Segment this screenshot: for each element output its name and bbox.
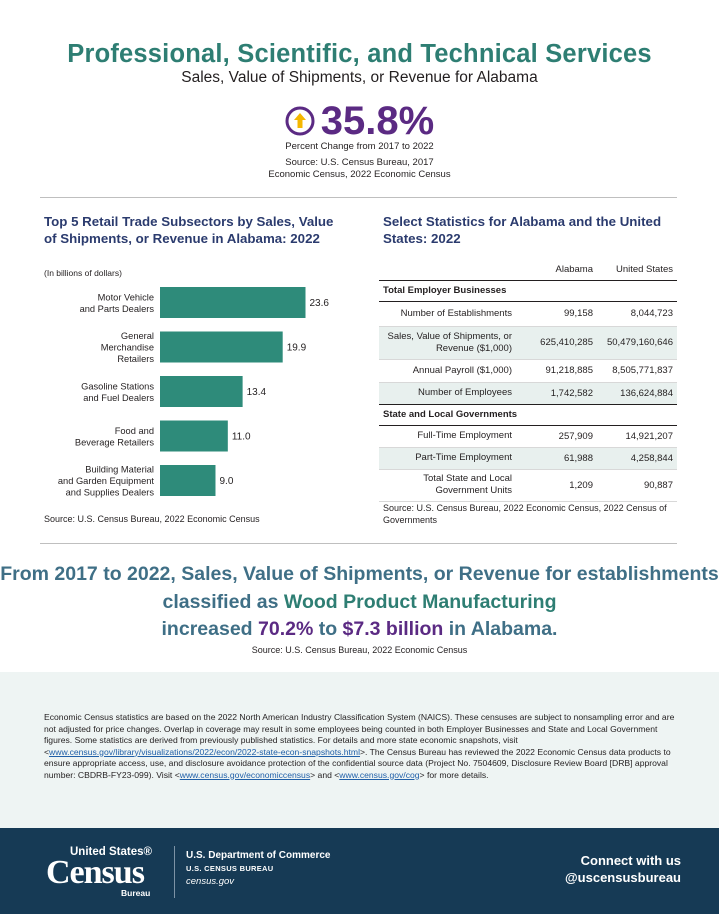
row-us: 14,921,207 (625, 430, 673, 442)
row-alabama: 257,909 (558, 430, 593, 442)
methodology-notes: Economic Census statistics are based on … (44, 712, 676, 781)
bar-value-label: 13.4 (247, 387, 267, 398)
highlight-statement: From 2017 to 2022, Sales, Value of Shipm… (0, 561, 719, 644)
up-arrow-icon (285, 106, 315, 136)
percent-source-line1: Source: U.S. Census Bureau, 2017 (285, 157, 434, 168)
highlight-part4: in Alabama. (443, 618, 558, 640)
table-row: Annual Payroll ($1,000) 91,218,885 8,505… (379, 359, 677, 382)
row-label: Annual Payroll ($1,000) (412, 364, 512, 376)
percent-change-value: 35.8% (320, 99, 435, 143)
stats-source: Source: U.S. Census Bureau, 2022 Economi… (383, 503, 667, 525)
footer: United States® Census Bureau U.S. Depart… (0, 828, 719, 914)
connect-block: Connect with us @uscensusbureau (565, 852, 681, 886)
row-alabama: 1,209 (569, 479, 593, 491)
notes-text: > for more details. (419, 769, 489, 780)
row-label: Number of Establishments (400, 307, 512, 319)
bar-0 (160, 287, 306, 318)
stats-title: Select Statistics for Alabama and the Un… (383, 214, 662, 246)
chart-source: Source: U.S. Census Bureau, 2022 Economi… (44, 514, 260, 524)
row-label: Number of Employees (379, 382, 516, 404)
row-alabama: 61,988 (516, 447, 597, 469)
category-label: Gasoline Stations and Fuel Dealers (81, 381, 154, 403)
col-alabama: Alabama (555, 264, 594, 276)
snapshots-link[interactable]: www.census.gov/library/visualizations/20… (49, 746, 361, 757)
divider (40, 197, 677, 198)
section-employer-businesses: Total Employer Businesses (379, 279, 677, 302)
row-alabama: 91,218,885 (545, 365, 593, 376)
highlight-part1: From 2017 to 2022, Sales, Value of Shipm… (0, 563, 719, 613)
bureau-name: U.S. CENSUS BUREAU (186, 864, 274, 873)
notes-text: >. The Census Bureau has reviewed the 20… (44, 746, 671, 780)
stats-header-row: Alabama United States (379, 260, 677, 280)
row-label: Sales, Value of Shipments, or Revenue ($… (379, 326, 516, 359)
census-logo-bureau: Bureau (121, 888, 151, 898)
percent-source: Source: U.S. Census Bureau, 2017 Economi… (0, 157, 719, 181)
percent-change-row: 35.8% (0, 99, 719, 143)
page-subtitle: Sales, Value of Shipments, or Revenue fo… (181, 69, 538, 86)
notes-band (0, 672, 719, 828)
highlight-part3: to (313, 618, 343, 640)
social-handle[interactable]: @uscensusbureau (565, 870, 681, 885)
row-us: 50,479,160,646 (597, 326, 677, 359)
row-label: Full-Time Employment (417, 430, 512, 441)
connect-label: Connect with us (580, 853, 681, 868)
highlight-part2: increased (161, 618, 258, 640)
census-gov-link[interactable]: census.gov (186, 876, 235, 887)
notes-text: Economic Census statistics are based on … (44, 712, 675, 757)
row-label: Total State and Local Government Units (423, 473, 512, 496)
economic-census-link[interactable]: www.census.gov/economiccensus (179, 769, 311, 780)
bar-value-label: 19.9 (287, 343, 307, 354)
census-logo-top: United States® (70, 846, 152, 858)
footer-divider (174, 846, 175, 898)
highlight-percent: 70.2% (258, 618, 314, 640)
row-us: 90,887 (643, 479, 673, 491)
table-row: Total State and Local Government Units 1… (379, 469, 677, 501)
cog-link[interactable]: www.census.gov/cog (339, 769, 420, 780)
census-logo: Census (46, 854, 145, 891)
row-us: 8,505,771,837 (612, 365, 673, 376)
row-alabama: 625,410,285 (516, 326, 597, 359)
stats-table: Alabama United States Total Employer Bus… (379, 260, 677, 502)
divider (40, 543, 677, 544)
col-united-states: United States (615, 264, 673, 276)
percent-change-label: Percent Change from 2017 to 2022 (285, 141, 434, 152)
table-row: Number of Establishments 99,158 8,044,72… (379, 301, 677, 326)
section-state-local-governments: State and Local Governments (379, 403, 677, 426)
highlight-industry: Wood Product Manufacturing (283, 590, 557, 613)
bar-4 (160, 465, 216, 496)
bar-chart: 23.6 Motor Vehicle and Parts Dealers 19.9 Ge… (58, 287, 330, 498)
notes-text: > and < (310, 769, 340, 780)
row-us: 136,624,884 (597, 382, 677, 404)
table-row: Sales, Value of Shipments, or Revenue ($… (379, 326, 677, 359)
bar-value-label: 11.0 (232, 432, 251, 443)
bar-value-label: 9.0 (219, 476, 233, 487)
chart-title: Top 5 Retail Trade Subsectors by Sales, … (44, 214, 334, 246)
page-title: Professional, Scientific, and Technical … (67, 40, 652, 68)
row-label: Part-Time Employment (379, 447, 516, 469)
highlight-source: Source: U.S. Census Bureau, 2022 Economi… (251, 645, 468, 655)
bar-1 (160, 331, 283, 363)
category-label: General Merchandise Retailers (101, 331, 155, 364)
row-alabama: 99,158 (563, 308, 593, 319)
table-row: Part-Time Employment 61,988 4,258,844 (379, 447, 677, 469)
category-label: Building Material and Garden Equipment and… (58, 465, 155, 498)
bar-3 (160, 420, 228, 452)
row-alabama: 1,742,582 (516, 382, 597, 404)
bar-value-label: 23.6 (310, 298, 330, 309)
chart-unit: (In billions of dollars) (44, 268, 122, 278)
percent-source-line2: Economic Census, 2022 Economic Census (268, 169, 451, 180)
row-us: 8,044,723 (630, 308, 673, 319)
category-label: Motor Vehicle and Parts Dealers (80, 292, 155, 314)
highlight-amount: $7.3 billion (342, 618, 444, 640)
bar-2 (160, 376, 243, 407)
row-us: 4,258,844 (597, 447, 677, 469)
department-name: U.S. Department of Commerce (186, 850, 331, 861)
category-label: Food and Beverage Retailers (75, 426, 154, 448)
table-row: Full-Time Employment 257,909 14,921,207 (379, 425, 677, 447)
table-row: Number of Employees 1,742,582 136,624,88… (379, 382, 677, 404)
